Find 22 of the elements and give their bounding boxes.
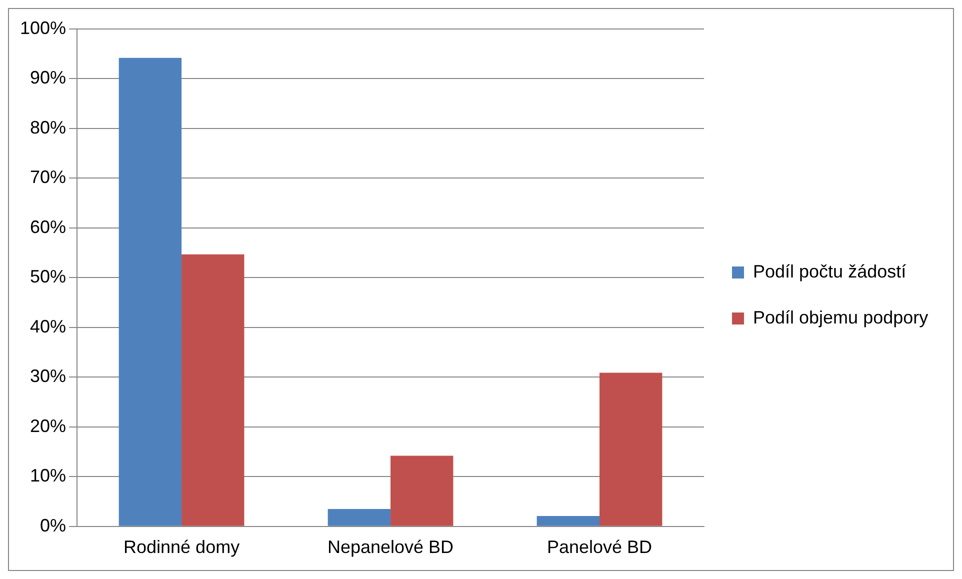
y-tick-label: 0% <box>40 515 66 536</box>
x-tick-label: Panelové BD <box>546 537 652 558</box>
y-tick-label: 20% <box>30 416 66 436</box>
bar <box>328 508 391 526</box>
x-tick-label: Nepanelové BD <box>327 537 454 558</box>
bar <box>182 254 244 526</box>
y-tick-label: 80% <box>30 117 66 138</box>
legend-label: Podíl objemu podpory <box>753 307 928 328</box>
y-tick-label: 90% <box>30 68 66 88</box>
x-tick-label: Rodinné domy <box>123 537 240 558</box>
y-tick-label: 30% <box>30 366 66 386</box>
y-tick-label: 10% <box>30 466 66 486</box>
y-tick-label: 70% <box>30 167 66 188</box>
y-tick-label: 50% <box>30 266 66 287</box>
legend-label: Podíl počtu žádostí <box>753 261 906 282</box>
y-tick-label: 100% <box>20 18 66 38</box>
y-tick-label: 60% <box>30 216 66 237</box>
bar <box>600 372 662 526</box>
y-tick-label: 40% <box>30 316 66 336</box>
bar <box>118 58 182 526</box>
bar <box>390 456 454 526</box>
bar <box>536 516 600 526</box>
